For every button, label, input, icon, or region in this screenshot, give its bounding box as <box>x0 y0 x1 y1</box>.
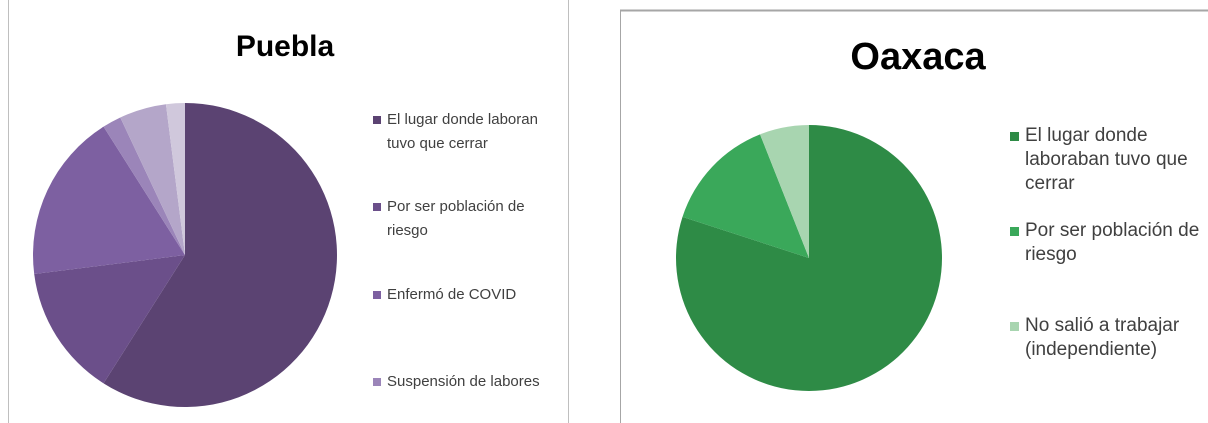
chart-title: Oaxaca <box>850 36 986 78</box>
pie-slice <box>120 104 185 255</box>
legend-swatch <box>373 378 381 386</box>
legend-swatch <box>373 203 381 211</box>
pie-slice <box>103 117 185 256</box>
legend-label: Suspensión de labores <box>387 373 540 390</box>
legend-entry: Suspensión de labores <box>373 370 543 394</box>
legend-label: Enfermó de COVID <box>387 286 517 303</box>
chart-title: Puebla <box>235 30 335 63</box>
legend-label: Por ser población de riesgo <box>1025 220 1200 265</box>
legend-label: No salió a trabajar (independiente) <box>1025 315 1180 360</box>
legend-entry: El lugar donde laboran tuvo que cerrar <box>373 108 543 156</box>
pie-slice <box>760 125 809 258</box>
legend-swatch <box>373 116 381 124</box>
pie-slice <box>34 255 186 384</box>
legend-label: Por ser población de riesgo <box>387 198 525 239</box>
legend-swatch <box>1010 321 1019 331</box>
pie-slice <box>32 126 185 275</box>
legend-label: El lugar donde laboraban tuvo que cerrar <box>1025 125 1188 194</box>
legend-swatch <box>1010 131 1019 141</box>
legend-label: El lugar donde laboran tuvo que cerrar <box>387 111 538 152</box>
pie-slice <box>103 103 338 408</box>
legend-entry: Enfermó de COVID <box>373 283 543 307</box>
legend-entry: No salió a trabajar (independiente) <box>1010 314 1200 362</box>
legend-swatch <box>373 291 381 299</box>
pie-slice <box>682 134 809 258</box>
legend-entry: Por ser población de riesgo <box>373 195 543 243</box>
legend-entry: El lugar donde laboraban tuvo que cerrar <box>1010 124 1200 196</box>
pie-slice <box>165 103 185 255</box>
legend-swatch <box>1010 226 1019 236</box>
legend-entry: Por ser población de riesgo <box>1010 219 1200 267</box>
